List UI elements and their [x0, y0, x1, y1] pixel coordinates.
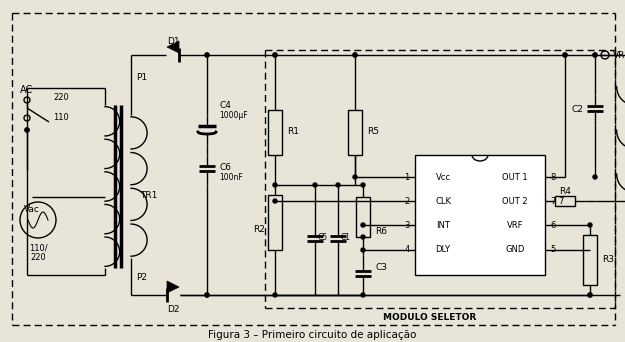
Polygon shape [167, 41, 179, 53]
Circle shape [563, 53, 567, 57]
Text: OUT 2: OUT 2 [503, 197, 528, 206]
Text: VRET: VRET [613, 51, 625, 60]
Text: C4: C4 [219, 101, 231, 109]
Text: Figura 3 – Primeiro circuito de aplicação: Figura 3 – Primeiro circuito de aplicaçã… [208, 330, 416, 340]
Circle shape [588, 223, 592, 227]
Circle shape [361, 235, 365, 239]
Text: OUT 1: OUT 1 [503, 172, 528, 182]
Text: R4: R4 [559, 186, 571, 196]
Text: 1000μF: 1000μF [219, 110, 248, 119]
Text: R5: R5 [367, 128, 379, 136]
Text: 220: 220 [53, 93, 69, 103]
Text: 4: 4 [404, 246, 409, 254]
Text: CLK: CLK [435, 197, 451, 206]
Circle shape [593, 53, 597, 57]
Circle shape [361, 293, 365, 297]
Circle shape [361, 223, 365, 227]
Circle shape [361, 183, 365, 187]
Text: C2: C2 [571, 105, 583, 115]
Text: 2: 2 [404, 197, 409, 206]
Text: D2: D2 [167, 305, 179, 315]
Circle shape [353, 53, 357, 57]
Text: 8: 8 [551, 172, 556, 182]
Text: R6: R6 [375, 227, 387, 237]
Text: P1: P1 [136, 73, 147, 81]
Circle shape [336, 183, 340, 187]
Circle shape [361, 248, 365, 252]
Text: C1: C1 [341, 233, 351, 241]
Bar [268, 110, 282, 155]
Circle shape [205, 293, 209, 297]
Text: 1: 1 [404, 172, 409, 182]
Text: TR1: TR1 [140, 190, 158, 199]
Circle shape [313, 183, 317, 187]
Circle shape [273, 53, 277, 57]
Text: Vcc: Vcc [436, 172, 451, 182]
Text: 7: 7 [558, 197, 564, 206]
Circle shape [593, 175, 597, 179]
Polygon shape [167, 281, 179, 293]
Circle shape [273, 199, 277, 203]
Circle shape [353, 53, 357, 57]
Circle shape [205, 53, 209, 57]
Circle shape [588, 293, 592, 297]
Text: C3: C3 [375, 263, 387, 273]
Text: 100nF: 100nF [219, 173, 243, 183]
Circle shape [25, 128, 29, 132]
Text: INT: INT [436, 221, 450, 229]
Circle shape [588, 293, 592, 297]
Text: 220: 220 [30, 253, 46, 263]
Bar [268, 195, 282, 250]
Text: VRF: VRF [507, 221, 523, 229]
Circle shape [205, 53, 209, 57]
Circle shape [25, 128, 29, 132]
Text: C6: C6 [219, 163, 231, 172]
Text: 7: 7 [551, 197, 556, 206]
Text: GND: GND [505, 246, 525, 254]
Bar [356, 197, 370, 237]
Text: R2: R2 [253, 225, 265, 235]
Text: AC: AC [20, 85, 33, 95]
Text: Vac: Vac [24, 206, 40, 214]
Circle shape [353, 175, 357, 179]
Circle shape [563, 53, 567, 57]
Circle shape [273, 183, 277, 187]
Text: DLY: DLY [436, 246, 451, 254]
Bar [555, 196, 575, 206]
Text: R3: R3 [602, 255, 614, 264]
Text: 5: 5 [551, 246, 556, 254]
Bar [348, 110, 362, 155]
Text: P2: P2 [136, 274, 147, 282]
Circle shape [273, 293, 277, 297]
Circle shape [273, 53, 277, 57]
Circle shape [205, 293, 209, 297]
Text: C5: C5 [318, 233, 328, 241]
Text: D1: D1 [167, 38, 179, 47]
Bar [415, 155, 545, 275]
Text: 6: 6 [551, 221, 556, 229]
Text: MODULO SELETOR: MODULO SELETOR [383, 314, 477, 323]
Text: 3: 3 [404, 221, 410, 229]
Circle shape [593, 53, 597, 57]
Bar [583, 235, 597, 285]
Text: 110: 110 [53, 114, 69, 122]
Text: R1: R1 [287, 128, 299, 136]
Text: 110/: 110/ [29, 244, 48, 252]
